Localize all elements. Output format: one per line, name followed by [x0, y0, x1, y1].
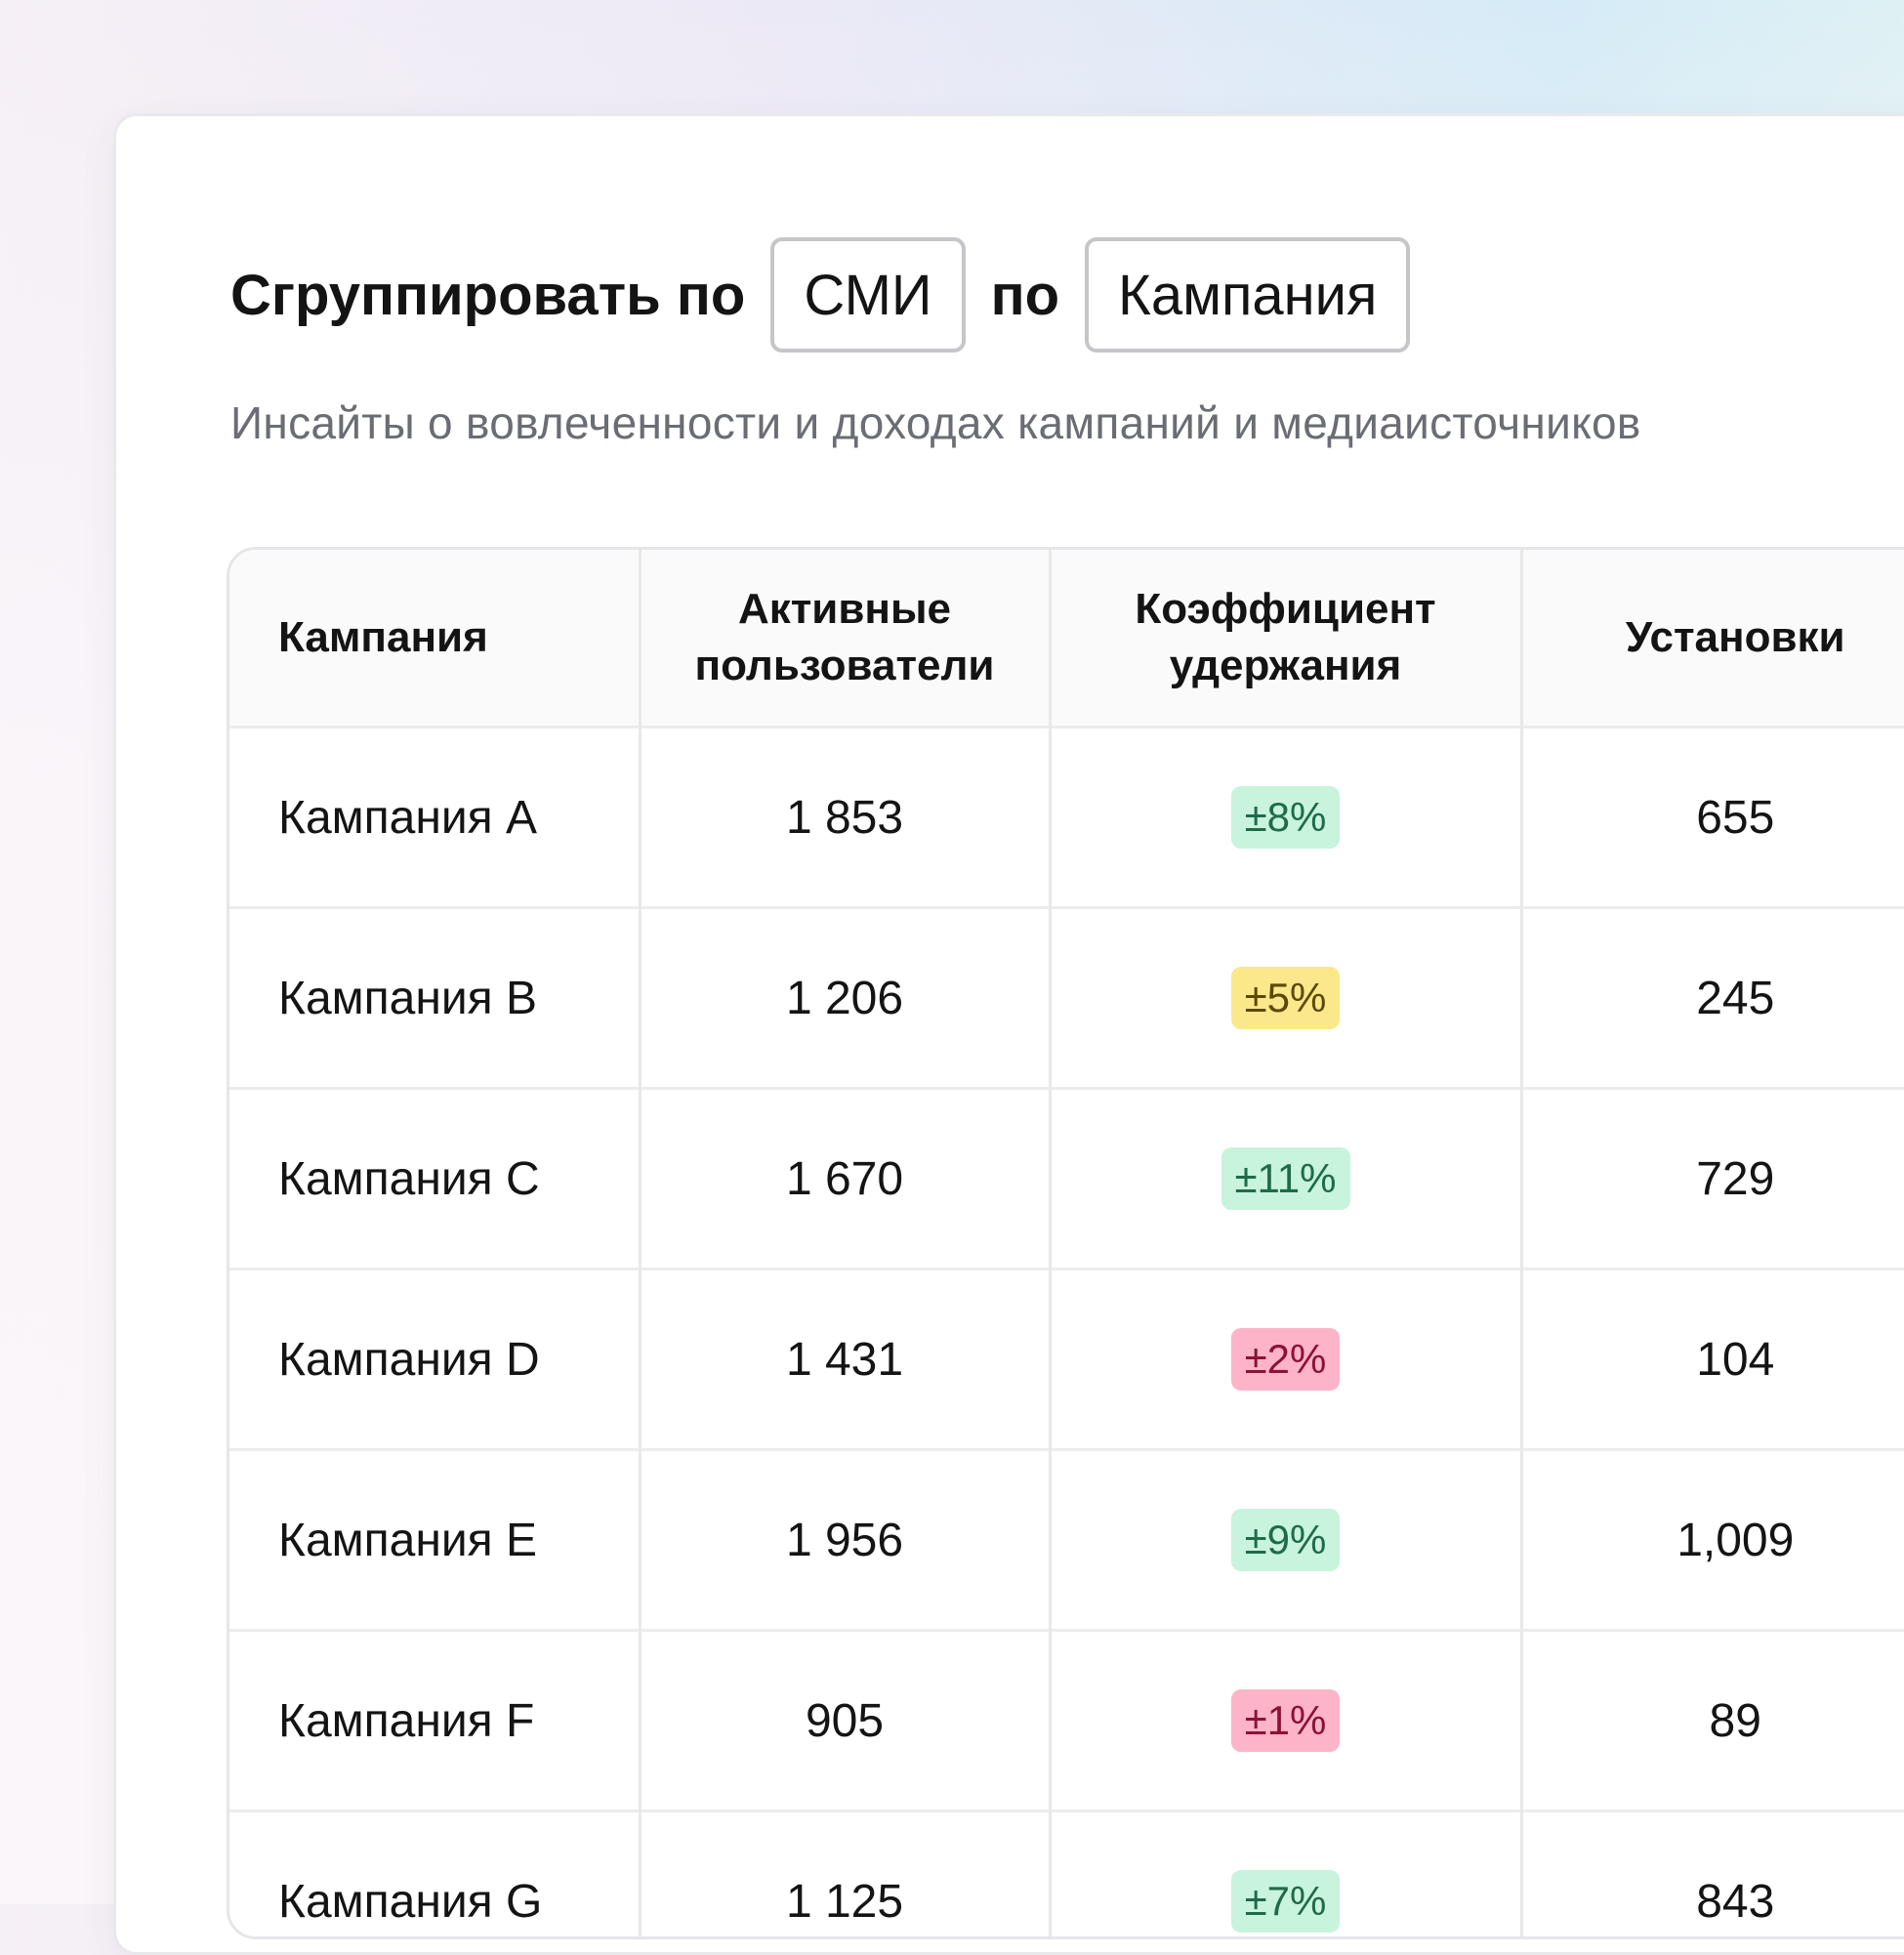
- cell-active-users: 1 670: [640, 1087, 1052, 1269]
- cell-campaign: Кампания F: [229, 1629, 642, 1811]
- cell-installs: 655: [1521, 726, 1904, 908]
- column-header-active-users[interactable]: Активные пользователи: [640, 550, 1052, 728]
- cell-active-users: 1 853: [640, 726, 1052, 908]
- cell-retention: ±11%: [1050, 1087, 1523, 1269]
- table-header-row: Кампания Активные пользователи Коэффицие…: [229, 550, 1904, 728]
- cell-installs: 1,009: [1521, 1448, 1904, 1631]
- cell-installs: 245: [1521, 906, 1904, 1089]
- cell-active-users: 1 125: [640, 1809, 1052, 1936]
- retention-badge: ±8%: [1230, 786, 1341, 849]
- cell-installs: 843: [1521, 1809, 1904, 1936]
- retention-badge: ±5%: [1230, 967, 1341, 1029]
- retention-badge: ±7%: [1230, 1870, 1341, 1933]
- cell-retention: ±9%: [1050, 1448, 1523, 1631]
- page-subtitle: Инсайты о вовлеченности и доходах кампан…: [230, 397, 1641, 448]
- cell-retention: ±8%: [1050, 726, 1523, 908]
- cell-active-users: 905: [640, 1629, 1052, 1811]
- column-header-campaign[interactable]: Кампания: [229, 550, 642, 728]
- group-by-joiner: по: [990, 263, 1060, 327]
- cell-campaign: Кампания E: [229, 1448, 642, 1631]
- cell-installs: 104: [1521, 1268, 1904, 1450]
- cell-active-users: 1 431: [640, 1268, 1052, 1450]
- cell-campaign: Кампания A: [229, 726, 642, 908]
- cell-installs: 89: [1521, 1629, 1904, 1811]
- cell-retention: ±5%: [1050, 906, 1523, 1089]
- campaign-select[interactable]: Кампания: [1085, 237, 1411, 353]
- column-header-retention[interactable]: Коэффициент удержания: [1050, 550, 1523, 728]
- campaign-table: Кампания Активные пользователи Коэффицие…: [227, 547, 1904, 1939]
- cell-campaign: Кампания G: [229, 1809, 642, 1936]
- retention-badge: ±2%: [1230, 1328, 1341, 1391]
- media-select[interactable]: СМИ: [770, 237, 966, 353]
- cell-campaign: Кампания C: [229, 1087, 642, 1269]
- table-row[interactable]: Кампания F 905 ±1% 89: [229, 1629, 1904, 1811]
- cell-installs: 729: [1521, 1087, 1904, 1269]
- cell-retention: ±1%: [1050, 1629, 1523, 1811]
- retention-badge: ±9%: [1230, 1509, 1341, 1571]
- cell-campaign: Кампания D: [229, 1268, 642, 1450]
- column-header-installs[interactable]: Установки: [1521, 550, 1904, 728]
- group-by-bar: Сгруппировать по СМИ по Кампания: [230, 234, 1411, 355]
- cell-retention: ±2%: [1050, 1268, 1523, 1450]
- retention-badge: ±11%: [1221, 1147, 1350, 1210]
- cell-active-users: 1 956: [640, 1448, 1052, 1631]
- cell-campaign: Кампания B: [229, 906, 642, 1089]
- cell-active-users: 1 206: [640, 906, 1052, 1089]
- retention-badge: ±1%: [1230, 1689, 1341, 1752]
- group-by-label: Сгруппировать по: [230, 263, 746, 327]
- cell-retention: ±7%: [1050, 1809, 1523, 1936]
